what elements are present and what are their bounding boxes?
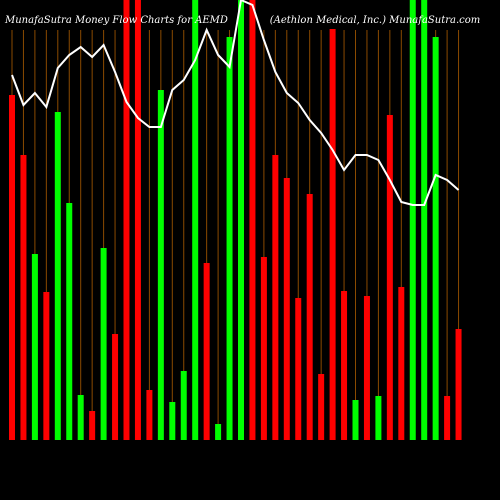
bar (409, 0, 416, 440)
bar (363, 296, 370, 440)
bar (9, 95, 15, 440)
bar (89, 411, 96, 440)
bar (329, 29, 336, 440)
bar (20, 155, 27, 440)
bar (169, 402, 176, 440)
bar (249, 0, 256, 440)
bar (43, 292, 50, 440)
bar (386, 115, 393, 440)
bar (375, 396, 382, 440)
bar (134, 0, 141, 440)
bar (238, 0, 244, 440)
bar (146, 390, 153, 440)
bar (295, 298, 302, 440)
line (11, 0, 460, 206)
bar (157, 90, 164, 440)
bar (215, 424, 222, 440)
bar (444, 396, 451, 440)
bar (31, 254, 38, 440)
bar (77, 395, 84, 440)
bar (341, 291, 348, 440)
bar (66, 203, 73, 440)
bar (283, 178, 290, 440)
bar (100, 248, 107, 440)
chart-title: MunafaSutra Money Flow Charts for AEMD (4, 15, 228, 26)
bar (54, 112, 61, 440)
bar (421, 0, 428, 440)
bar (192, 0, 199, 440)
bar (455, 329, 462, 440)
bar (318, 374, 325, 440)
bar (272, 155, 279, 440)
bar (123, 0, 130, 440)
bar (112, 334, 119, 440)
bar (398, 287, 405, 440)
bar (203, 263, 210, 440)
bar (306, 194, 313, 440)
bar (260, 257, 267, 440)
bar (352, 400, 359, 440)
bar (226, 37, 233, 440)
chart-subtitle: (Aethlon Medical, Inc.) MunafaSutra.com (270, 15, 481, 26)
bar (432, 37, 439, 440)
bar (180, 371, 187, 440)
